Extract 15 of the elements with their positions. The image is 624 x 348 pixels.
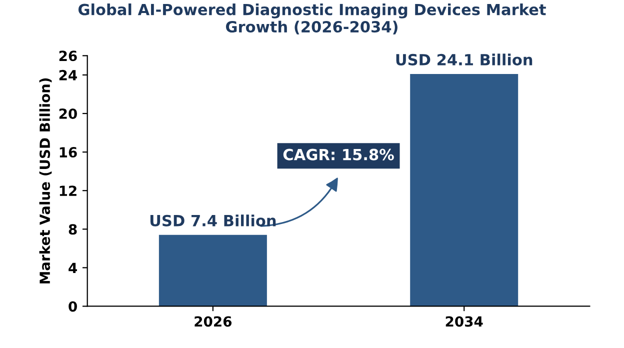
x-tick-label: 2026	[194, 316, 232, 327]
y-tick-label: 0	[68, 301, 77, 312]
annotation: CAGR: 15.8%	[283, 148, 394, 160]
y-tick-label: 24	[59, 70, 77, 80]
data-label: USD 7.4 Billion	[150, 214, 276, 226]
chart-title: Global AI-Powered Diagnostic Imaging Devices Market Growth (2026-2034)	[78, 3, 546, 34]
y-tick-label: 16	[60, 147, 77, 158]
x-tick-label: 2034	[446, 316, 483, 327]
y-axis-title: Market Value (USD Billion)	[39, 78, 52, 284]
y-tick-label: 8	[68, 224, 77, 235]
data-label: USD 24.1 Billion	[396, 54, 532, 66]
y-tick-label: 20	[59, 108, 77, 119]
y-tick-label: 26	[59, 50, 77, 62]
y-tick-label: 4	[68, 262, 77, 273]
y-tick-label: 12	[60, 186, 76, 196]
